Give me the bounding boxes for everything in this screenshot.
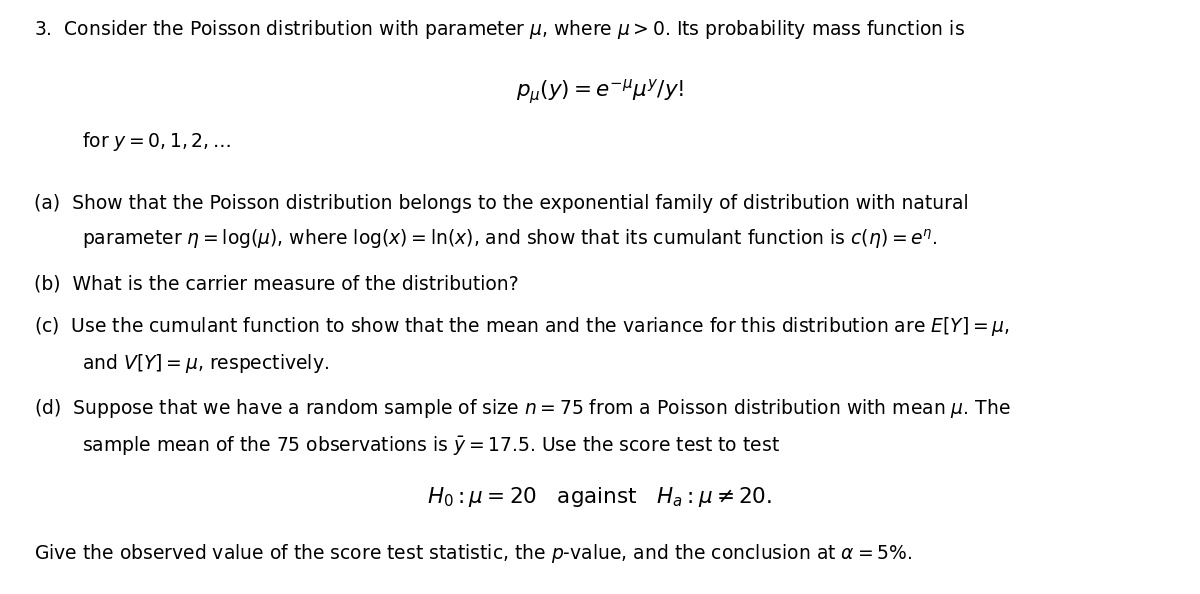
Text: (d)  Suppose that we have a random sample of size $n = 75$ from a Poisson distri: (d) Suppose that we have a random sample… — [34, 397, 1010, 420]
Text: parameter $\eta = \log(\mu)$, where $\log(x) = \ln(x)$, and show that its cumula: parameter $\eta = \log(\mu)$, where $\lo… — [82, 228, 937, 251]
Text: and $V[Y] = \mu$, respectively.: and $V[Y] = \mu$, respectively. — [82, 352, 329, 375]
Text: 3.  Consider the Poisson distribution with parameter $\mu$, where $\mu > 0$. Its: 3. Consider the Poisson distribution wit… — [34, 18, 965, 41]
Text: sample mean of the 75 observations is $\bar{y} = 17.5$. Use the score test to te: sample mean of the 75 observations is $\… — [82, 434, 780, 457]
Text: Give the observed value of the score test statistic, the $p$-value, and the conc: Give the observed value of the score tes… — [34, 542, 912, 565]
Text: $p_{\mu}(y) = e^{-\mu}\mu^{y}/y!$: $p_{\mu}(y) = e^{-\mu}\mu^{y}/y!$ — [516, 78, 684, 106]
Text: (b)  What is the carrier measure of the distribution?: (b) What is the carrier measure of the d… — [34, 274, 518, 293]
Text: (a)  Show that the Poisson distribution belongs to the exponential family of dis: (a) Show that the Poisson distribution b… — [34, 194, 968, 213]
Text: for $y = 0, 1, 2, \ldots$: for $y = 0, 1, 2, \ldots$ — [82, 130, 230, 153]
Text: (c)  Use the cumulant function to show that the mean and the variance for this d: (c) Use the cumulant function to show th… — [34, 315, 1009, 338]
Text: $H_0 : \mu = 20$   against   $H_a : \mu \neq 20.$: $H_0 : \mu = 20$ against $H_a : \mu \neq… — [427, 485, 773, 509]
